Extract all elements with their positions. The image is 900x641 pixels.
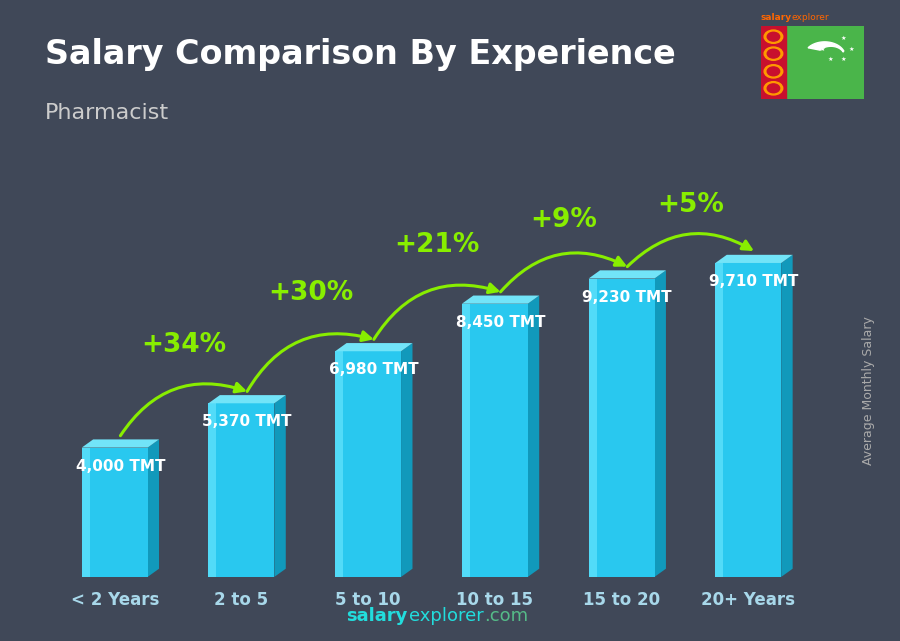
Text: 9,710 TMT: 9,710 TMT	[709, 274, 798, 289]
Circle shape	[764, 65, 783, 78]
Polygon shape	[716, 255, 793, 263]
Text: ★: ★	[841, 57, 846, 62]
Text: Pharmacist: Pharmacist	[45, 103, 169, 122]
Text: +21%: +21%	[394, 233, 480, 258]
Bar	[760, 26, 787, 99]
Text: explorer: explorer	[410, 607, 484, 625]
Polygon shape	[335, 343, 412, 351]
Text: 4,000 TMT: 4,000 TMT	[76, 459, 165, 474]
Text: 8,450 TMT: 8,450 TMT	[455, 315, 545, 330]
Circle shape	[767, 84, 779, 93]
Polygon shape	[589, 278, 597, 577]
Circle shape	[764, 47, 783, 60]
Polygon shape	[654, 271, 666, 577]
Circle shape	[767, 49, 779, 58]
Polygon shape	[209, 395, 286, 403]
Polygon shape	[527, 296, 539, 577]
Polygon shape	[401, 343, 412, 577]
Polygon shape	[82, 440, 159, 447]
Polygon shape	[148, 440, 159, 577]
Text: +30%: +30%	[268, 280, 353, 306]
Text: .com: .com	[484, 607, 528, 625]
Text: 5,370 TMT: 5,370 TMT	[202, 415, 292, 429]
Text: ★: ★	[849, 47, 854, 52]
Text: ★: ★	[841, 37, 846, 42]
Text: salary: salary	[346, 607, 408, 625]
Text: ★: ★	[828, 57, 833, 62]
Polygon shape	[462, 304, 470, 577]
Circle shape	[764, 30, 783, 44]
Polygon shape	[462, 296, 539, 304]
Text: Salary Comparison By Experience: Salary Comparison By Experience	[45, 38, 676, 71]
Text: +9%: +9%	[530, 207, 598, 233]
FancyBboxPatch shape	[462, 304, 527, 577]
Text: salary: salary	[760, 13, 791, 22]
Circle shape	[767, 32, 779, 41]
FancyBboxPatch shape	[716, 263, 781, 577]
Polygon shape	[274, 395, 286, 577]
Text: ★: ★	[820, 47, 825, 52]
Text: +34%: +34%	[141, 332, 226, 358]
FancyBboxPatch shape	[209, 403, 274, 577]
Polygon shape	[82, 447, 90, 577]
Text: +5%: +5%	[657, 192, 724, 218]
FancyBboxPatch shape	[335, 351, 401, 577]
Text: Average Monthly Salary: Average Monthly Salary	[862, 317, 875, 465]
Polygon shape	[808, 42, 843, 52]
Polygon shape	[716, 263, 724, 577]
FancyBboxPatch shape	[82, 447, 148, 577]
Text: explorer: explorer	[791, 13, 829, 22]
Polygon shape	[335, 351, 343, 577]
Text: 9,230 TMT: 9,230 TMT	[582, 290, 672, 304]
Circle shape	[767, 67, 779, 76]
Polygon shape	[589, 271, 666, 278]
FancyBboxPatch shape	[589, 278, 654, 577]
Polygon shape	[781, 255, 793, 577]
Polygon shape	[209, 403, 216, 577]
Text: 6,980 TMT: 6,980 TMT	[329, 362, 418, 378]
Circle shape	[764, 81, 783, 95]
